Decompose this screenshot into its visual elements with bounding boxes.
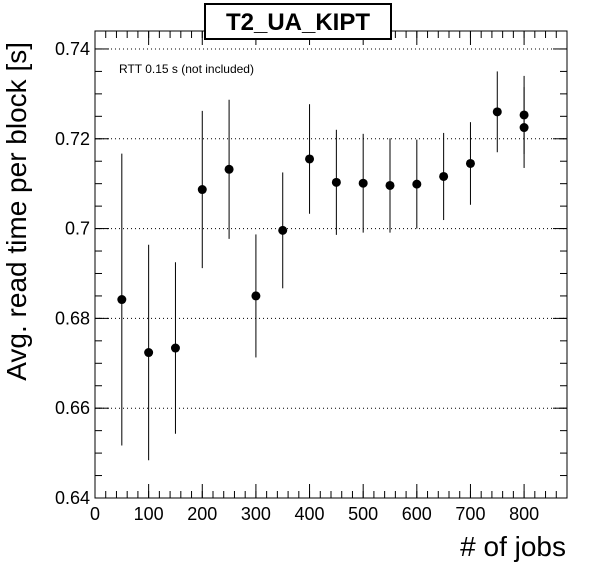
grid-lines	[95, 48, 567, 409]
x-tick-label: 200	[187, 504, 217, 524]
x-tick-label: 300	[241, 504, 271, 524]
x-tick-label: 500	[348, 504, 378, 524]
data-point	[170, 343, 180, 353]
data-point	[117, 295, 127, 305]
data-points	[117, 71, 529, 461]
data-point	[385, 180, 395, 190]
y-tick-label: 0.72	[55, 129, 90, 149]
data-point	[251, 291, 261, 301]
y-tick-label: 0.74	[55, 39, 90, 59]
data-point	[439, 171, 449, 181]
data-point	[144, 348, 154, 358]
x-tick-label: 0	[90, 504, 100, 524]
x-tick-label: 700	[455, 504, 485, 524]
y-tick-label: 0.64	[55, 488, 90, 508]
x-axis-title: # of jobs	[460, 531, 566, 562]
data-point	[358, 178, 368, 188]
y-tick-label: 0.66	[55, 398, 90, 418]
data-point	[492, 107, 502, 117]
annotation: RTT 0.15 s (not included)	[119, 62, 254, 76]
data-point	[465, 158, 475, 168]
x-tick-label: 800	[509, 504, 539, 524]
data-point	[278, 225, 288, 235]
plot-frame	[94, 30, 568, 499]
y-axis-title: Avg. read time per block [s]	[1, 42, 32, 381]
x-tick-label: 400	[295, 504, 325, 524]
data-point	[331, 177, 341, 187]
title-box: T2_UA_KIPT	[204, 3, 392, 40]
data-point	[305, 154, 315, 164]
chart-title: T2_UA_KIPT	[226, 9, 370, 36]
data-point	[224, 164, 234, 174]
y-tick-label: 0.68	[55, 308, 90, 328]
data-point	[197, 185, 207, 195]
data-point	[412, 179, 422, 189]
data-point	[519, 110, 529, 120]
title-frame	[204, 3, 392, 40]
axis-ticks: 0.64 0.66 0.68 0.7 0.72 0.74 0 100 200 300 400 500 6…	[55, 31, 568, 524]
y-tick-label: 0.7	[65, 219, 90, 239]
x-tick-label: 100	[134, 504, 164, 524]
x-tick-label: 600	[402, 504, 432, 524]
